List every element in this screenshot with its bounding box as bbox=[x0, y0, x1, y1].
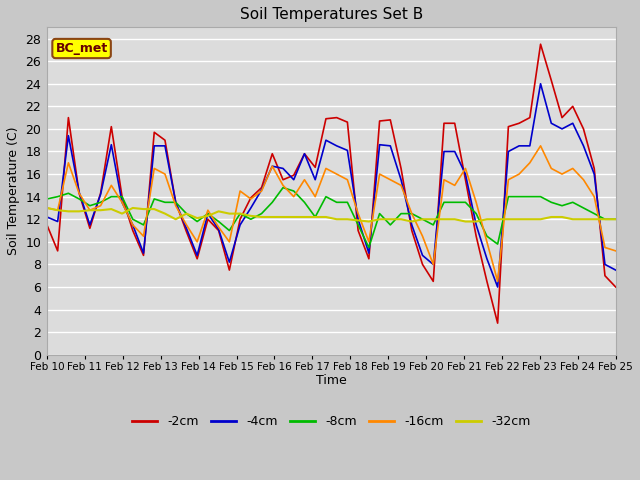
-8cm bbox=[612, 216, 620, 222]
-8cm bbox=[376, 211, 383, 216]
Line: -8cm: -8cm bbox=[47, 188, 616, 248]
-16cm bbox=[537, 143, 545, 149]
-8cm bbox=[258, 211, 266, 216]
-2cm bbox=[258, 185, 266, 191]
-8cm bbox=[279, 185, 287, 191]
-32cm bbox=[355, 217, 362, 223]
X-axis label: Time: Time bbox=[316, 374, 347, 387]
-2cm bbox=[494, 320, 502, 326]
Line: -32cm: -32cm bbox=[47, 208, 616, 221]
Y-axis label: Soil Temperature (C): Soil Temperature (C) bbox=[7, 127, 20, 255]
-4cm bbox=[387, 143, 394, 149]
-32cm bbox=[140, 206, 147, 212]
-32cm bbox=[397, 216, 405, 222]
-16cm bbox=[43, 205, 51, 211]
-16cm bbox=[376, 171, 383, 177]
-8cm bbox=[140, 222, 147, 228]
-4cm bbox=[258, 187, 266, 193]
-2cm bbox=[537, 41, 545, 47]
-32cm bbox=[365, 218, 372, 224]
-8cm bbox=[408, 211, 415, 216]
-16cm bbox=[140, 233, 147, 239]
-32cm bbox=[258, 214, 266, 220]
-4cm bbox=[43, 214, 51, 220]
-16cm bbox=[494, 278, 502, 284]
-4cm bbox=[355, 216, 362, 222]
-4cm bbox=[429, 262, 437, 267]
-8cm bbox=[397, 211, 405, 216]
Legend: -2cm, -4cm, -8cm, -16cm, -32cm: -2cm, -4cm, -8cm, -16cm, -32cm bbox=[127, 410, 536, 433]
-4cm bbox=[494, 284, 502, 290]
-2cm bbox=[429, 278, 437, 284]
Line: -16cm: -16cm bbox=[47, 146, 616, 281]
-32cm bbox=[440, 216, 448, 222]
-32cm bbox=[43, 205, 51, 211]
-2cm bbox=[376, 118, 383, 124]
-16cm bbox=[258, 188, 266, 194]
-4cm bbox=[537, 81, 545, 86]
Line: -2cm: -2cm bbox=[47, 44, 616, 323]
Text: BC_met: BC_met bbox=[56, 42, 108, 55]
-4cm bbox=[612, 267, 620, 273]
Title: Soil Temperatures Set B: Soil Temperatures Set B bbox=[240, 7, 423, 22]
-2cm bbox=[43, 222, 51, 228]
-16cm bbox=[612, 248, 620, 254]
-2cm bbox=[355, 228, 362, 233]
-8cm bbox=[451, 199, 458, 205]
-16cm bbox=[429, 262, 437, 267]
-32cm bbox=[612, 216, 620, 222]
Line: -4cm: -4cm bbox=[47, 84, 616, 287]
-8cm bbox=[365, 245, 372, 251]
-2cm bbox=[140, 252, 147, 258]
-4cm bbox=[376, 142, 383, 148]
-8cm bbox=[43, 196, 51, 202]
-2cm bbox=[387, 117, 394, 123]
-2cm bbox=[612, 284, 620, 290]
-16cm bbox=[355, 211, 362, 216]
-4cm bbox=[140, 250, 147, 256]
-16cm bbox=[387, 177, 394, 182]
-32cm bbox=[387, 216, 394, 222]
